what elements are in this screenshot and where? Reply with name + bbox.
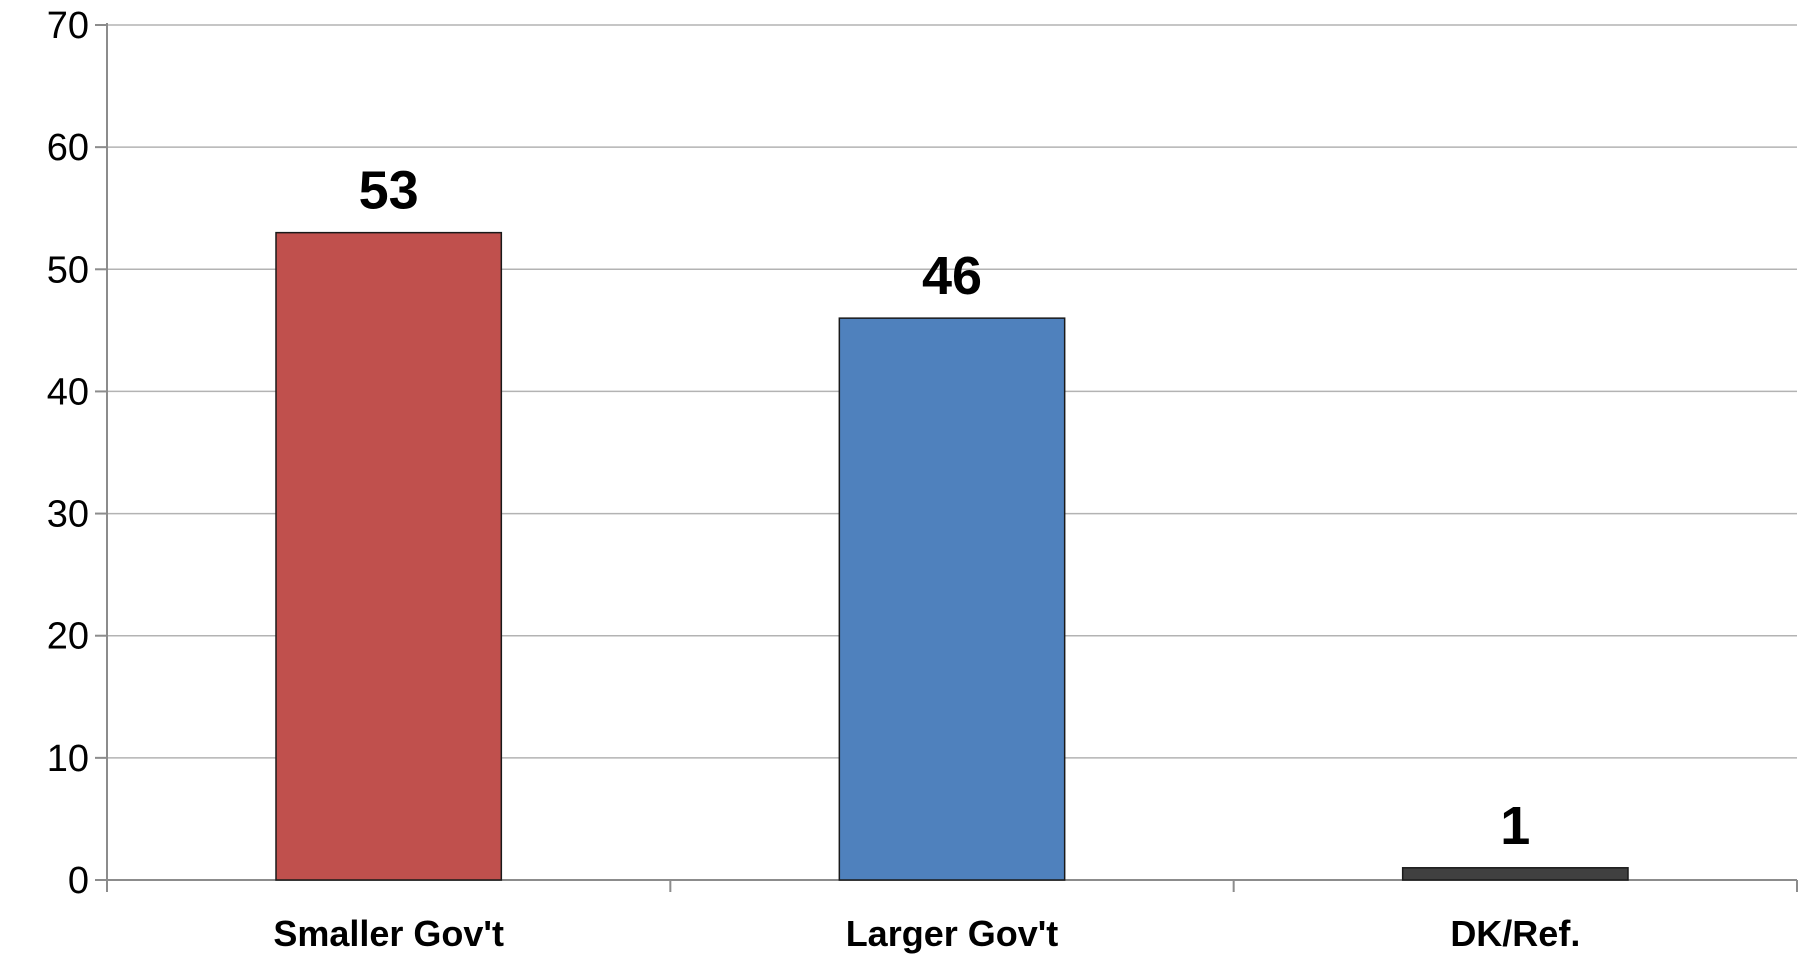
data-label: 46 bbox=[922, 246, 982, 306]
y-tick-label: 70 bbox=[47, 5, 89, 47]
y-tick-label: 30 bbox=[47, 494, 89, 536]
y-tick-label: 40 bbox=[47, 371, 89, 413]
y-tick-label: 0 bbox=[68, 860, 89, 902]
bars bbox=[275, 231, 1629, 881]
y-tick-label: 50 bbox=[47, 249, 89, 291]
bar bbox=[1401, 867, 1629, 881]
data-label: 53 bbox=[359, 161, 419, 221]
y-tick-label: 20 bbox=[47, 616, 89, 658]
bar bbox=[275, 231, 503, 881]
bar bbox=[838, 317, 1066, 881]
data-label: 1 bbox=[1500, 796, 1530, 856]
x-category-label: DK/Ref. bbox=[1450, 913, 1580, 954]
y-tick-label: 60 bbox=[47, 127, 89, 169]
y-tick-label: 10 bbox=[47, 738, 89, 780]
labels: 0 10 20 30 40 50 60 70 53 Smaller Gov't 46 Larger G… bbox=[47, 5, 1581, 954]
x-category-label: Larger Gov't bbox=[846, 913, 1059, 954]
x-category-label: Smaller Gov't bbox=[273, 913, 504, 954]
